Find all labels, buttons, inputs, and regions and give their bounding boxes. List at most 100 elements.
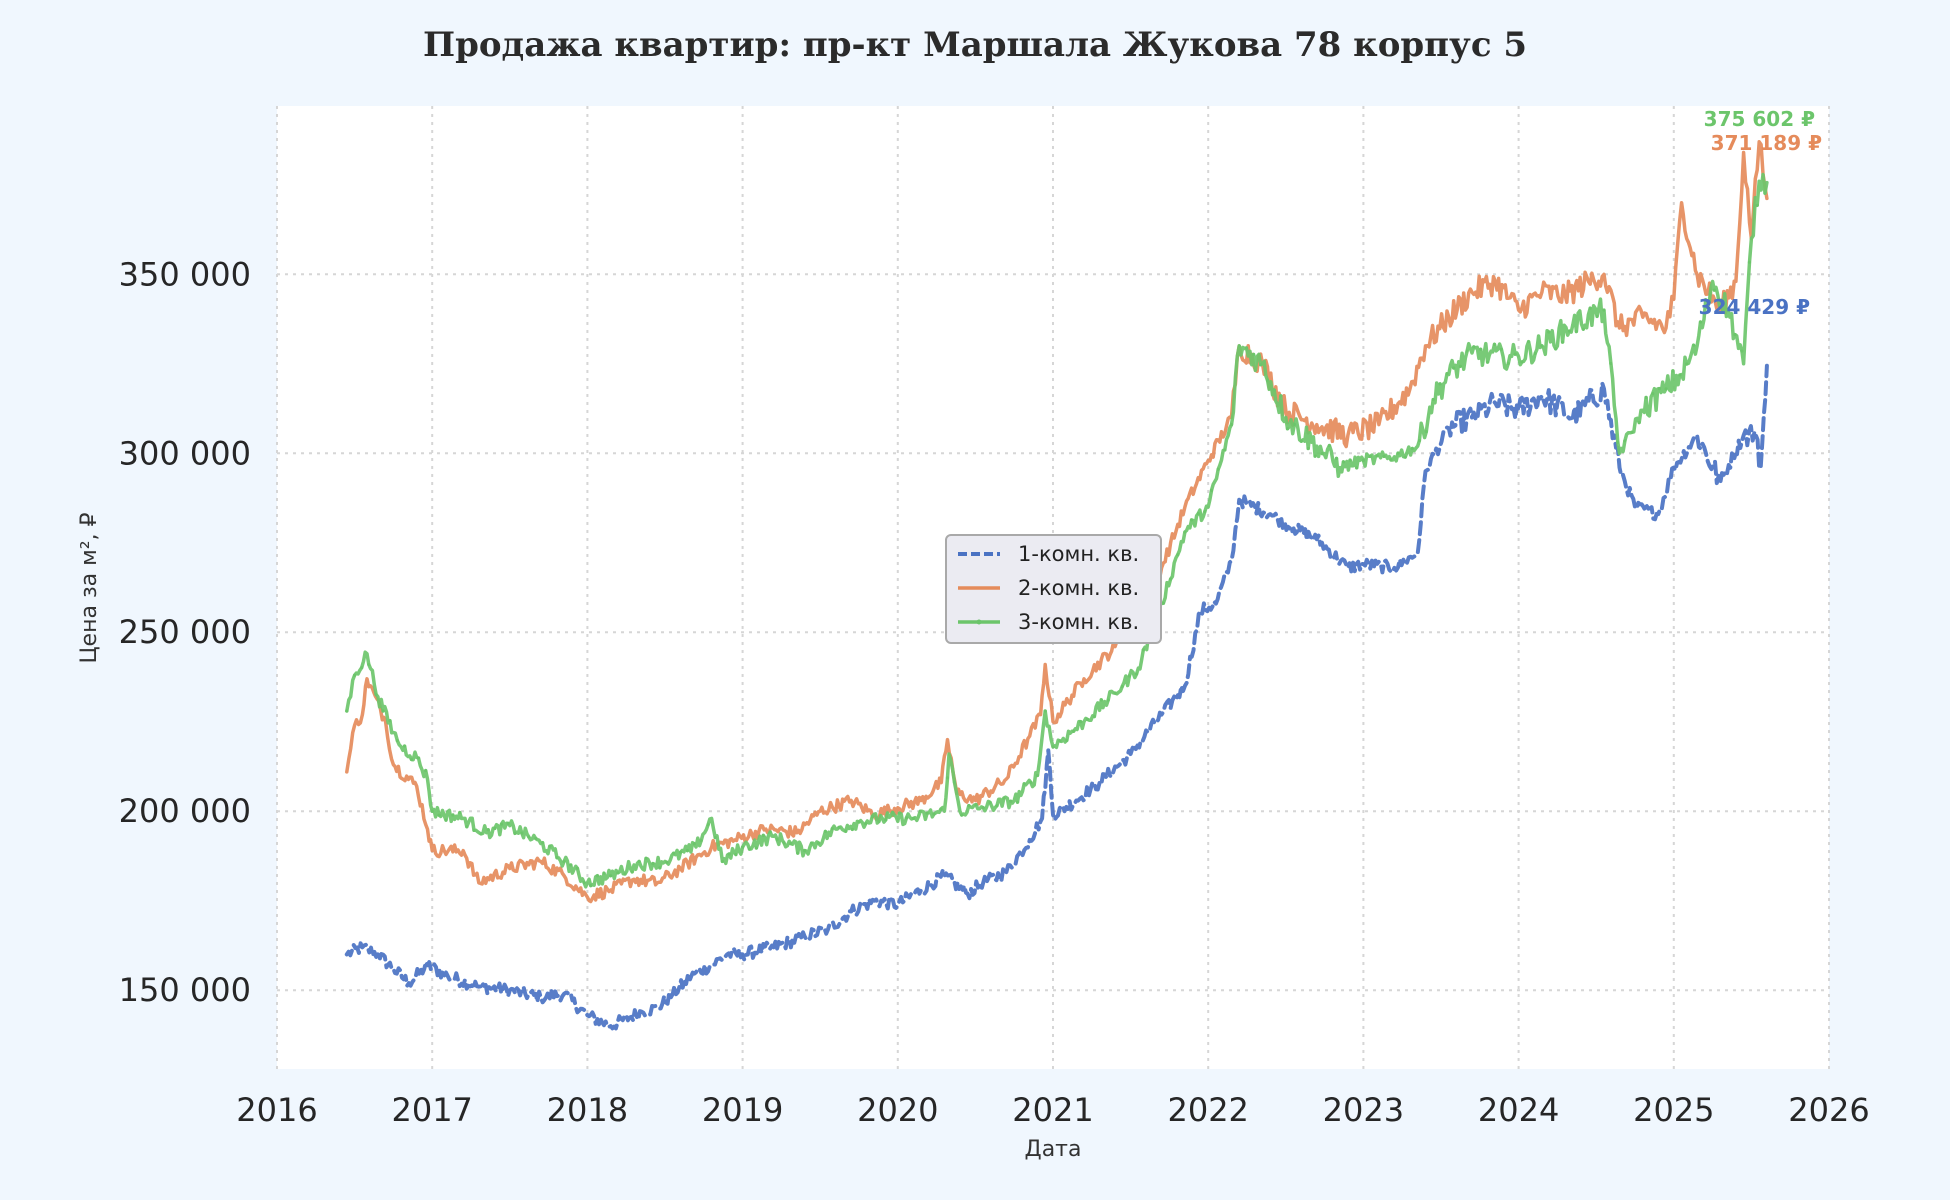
series-marker — [761, 833, 765, 837]
series-marker — [1051, 745, 1055, 749]
series-marker — [513, 831, 517, 835]
series-marker — [988, 800, 992, 804]
series-marker — [1685, 362, 1689, 366]
series-marker — [1657, 386, 1661, 391]
series-marker — [1651, 391, 1655, 396]
series-marker — [1161, 601, 1166, 605]
series-marker — [575, 866, 580, 870]
series-marker — [1763, 191, 1767, 195]
series-marker — [897, 811, 902, 815]
series-marker — [1431, 397, 1435, 402]
series-marker — [981, 806, 985, 810]
series-marker — [1644, 395, 1648, 400]
series-marker — [720, 859, 725, 863]
series-marker — [678, 850, 683, 854]
series-marker — [1513, 352, 1517, 356]
series-marker — [1209, 488, 1214, 492]
series-marker — [1609, 361, 1613, 366]
series-marker — [1540, 344, 1544, 348]
y-tick-label: 250 000 — [119, 613, 251, 651]
series-marker — [493, 826, 497, 830]
series-marker — [1692, 343, 1696, 347]
series-marker — [960, 813, 964, 817]
series-marker — [1705, 305, 1710, 309]
series-marker — [967, 804, 971, 808]
series-marker — [1292, 422, 1297, 427]
series-marker — [803, 849, 807, 853]
series-marker — [403, 744, 407, 748]
series-marker — [685, 849, 690, 853]
series-marker — [1375, 454, 1379, 458]
series-marker — [1492, 342, 1497, 346]
series-line-2-room — [345, 140, 1769, 904]
series-marker — [945, 776, 950, 780]
series-marker — [444, 818, 448, 822]
x-axis-label: Дата — [1025, 1137, 1082, 1162]
series-marker — [486, 828, 490, 832]
legend: 1-комн. кв. 2-комн. кв. 3-комн. кв. — [945, 534, 1162, 644]
series-marker — [884, 818, 888, 822]
series-marker — [706, 823, 710, 827]
series-marker — [1637, 420, 1641, 425]
x-tick-label: 2023 — [1323, 1091, 1404, 1129]
series-marker — [789, 842, 793, 846]
series-marker — [1623, 439, 1627, 443]
series-marker — [844, 829, 848, 833]
x-axis-ticks: 2016 2017 2018 2019 2020 2021 2022 2023 2024 2025… — [236, 1091, 1869, 1129]
series-marker — [1022, 782, 1026, 786]
series-marker — [451, 813, 455, 817]
series-marker — [1313, 454, 1317, 458]
series-marker — [534, 836, 538, 841]
y-axis-ticks: 150 000 200 000 250 000 300 000 350 000 — [119, 255, 251, 1009]
x-tick-label: 2020 — [857, 1091, 938, 1129]
end-label-3-room: 375 602 ₽ — [1704, 107, 1815, 131]
end-labels: 324 429 ₽ 371 189 ₽375 602 ₽ — [1699, 107, 1822, 319]
x-tick-label: 2021 — [1012, 1091, 1093, 1129]
series-marker — [1334, 456, 1339, 461]
series-marker — [595, 874, 599, 878]
series-marker — [692, 842, 696, 846]
series-marker — [1043, 709, 1047, 713]
x-tick-label: 2019 — [702, 1091, 783, 1129]
series-marker — [816, 841, 821, 845]
series-marker — [1065, 738, 1069, 743]
end-label-1-room: 324 429 ₽ — [1699, 295, 1810, 319]
series-marker — [925, 811, 929, 815]
series-group — [344, 140, 1769, 1031]
series-line-1-room — [344, 363, 1769, 1031]
series-marker — [974, 802, 978, 807]
series-marker — [1698, 320, 1703, 324]
series-marker — [1472, 345, 1476, 349]
series-marker — [741, 845, 745, 849]
series-marker — [1058, 739, 1062, 743]
series-marker — [582, 880, 586, 885]
y-tick-label: 350 000 — [119, 255, 251, 293]
series-marker — [1506, 361, 1510, 366]
y-tick-label: 150 000 — [119, 971, 251, 1009]
series-marker — [1216, 467, 1220, 471]
series-marker — [850, 827, 854, 831]
series-marker — [437, 813, 441, 817]
grid — [276, 106, 1830, 1069]
series-marker — [1389, 458, 1393, 462]
series-marker — [1417, 438, 1422, 443]
series-marker — [1726, 308, 1730, 312]
series-marker — [1574, 329, 1578, 334]
series-marker — [499, 822, 504, 826]
series-marker — [388, 719, 392, 723]
series-marker — [589, 884, 593, 888]
legend-box — [945, 534, 1162, 644]
series-marker — [367, 662, 371, 667]
series-marker — [734, 852, 738, 857]
series-marker — [1560, 340, 1565, 344]
series-marker — [857, 820, 861, 824]
series-marker — [1445, 372, 1449, 376]
series-marker — [918, 809, 922, 813]
series-marker — [1106, 698, 1110, 702]
series-marker — [877, 819, 881, 824]
legend-label-1-room: 1-комн. кв. — [1018, 542, 1139, 566]
series-marker — [1229, 423, 1234, 427]
series-marker — [409, 757, 414, 762]
series-marker — [891, 810, 895, 815]
series-marker — [1265, 378, 1270, 382]
